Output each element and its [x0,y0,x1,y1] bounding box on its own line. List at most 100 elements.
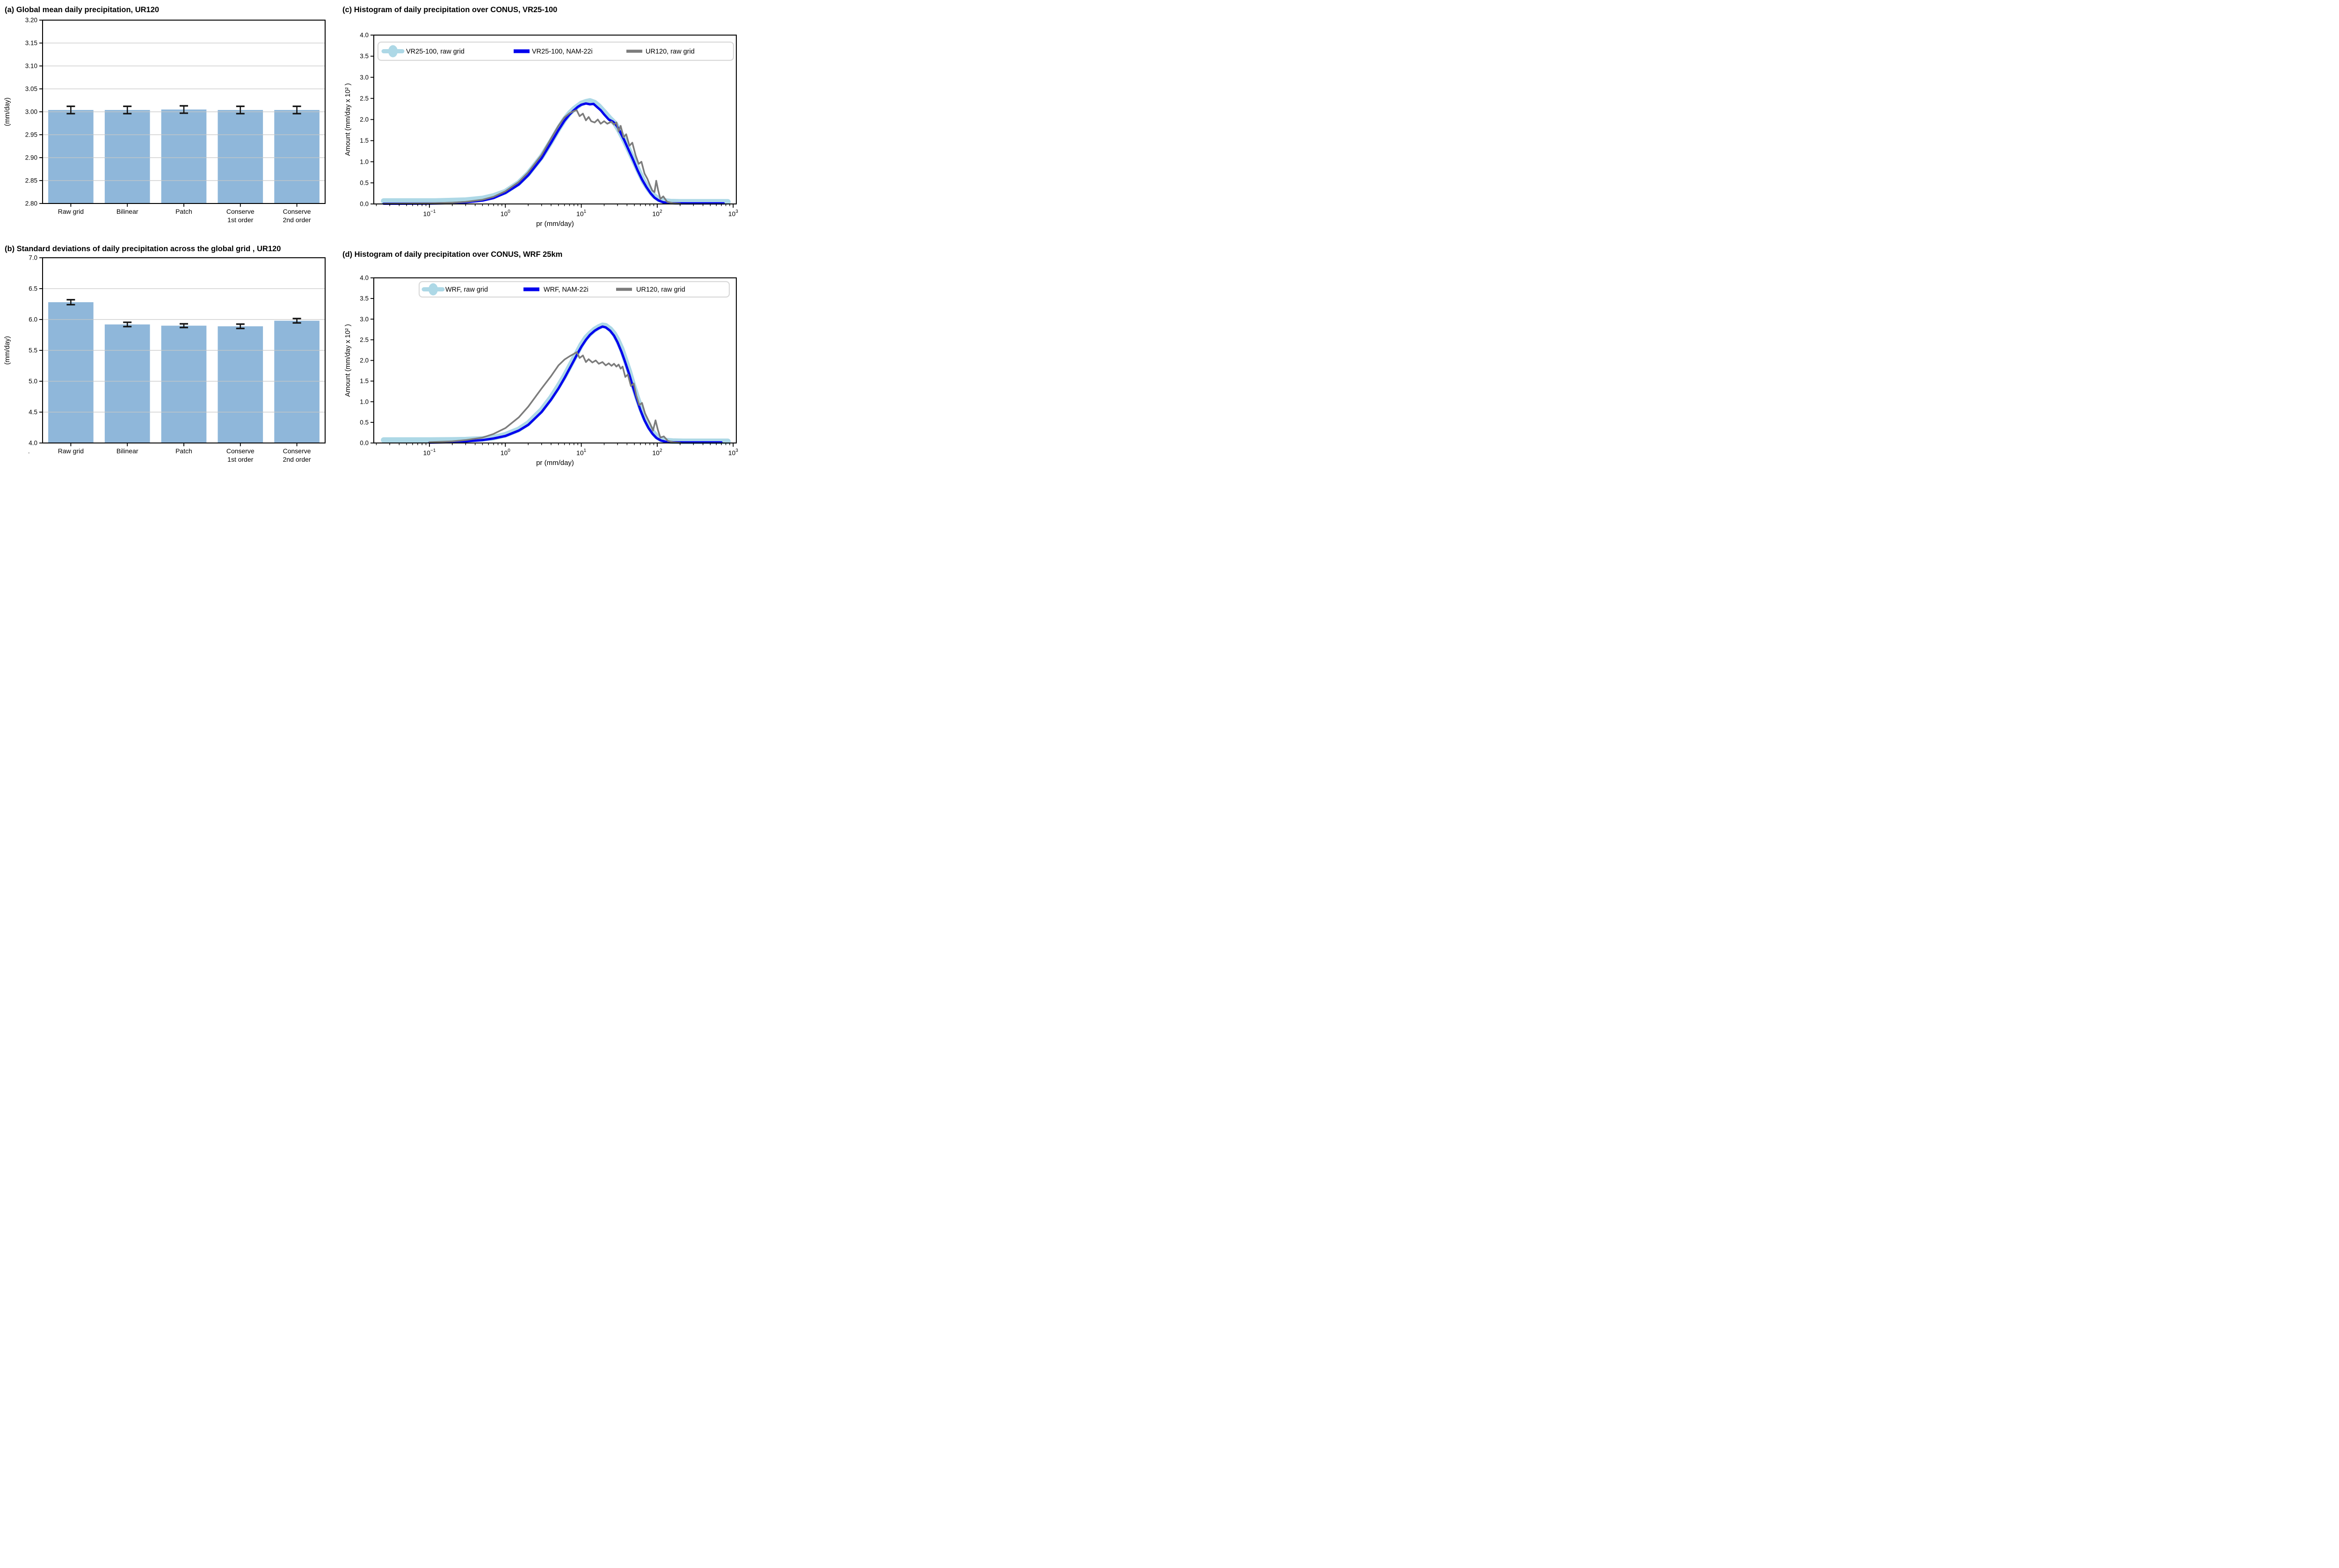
x-tick-label: 10−1 [423,209,436,218]
bar-patch [161,109,207,203]
x-tick-label: Conserve [283,447,311,455]
x-tick-label: Patch [175,447,192,455]
legend-item-vr25-100-raw-grid: VR25-100, raw grid [381,45,465,58]
y-tick-label: 3.00 [25,109,37,116]
y-tick-label: 6.5 [29,285,37,292]
y-tick-label: 4.0 [29,440,37,447]
y-tick-label: 5.0 [29,378,37,385]
series-wrf-nam-22i [428,325,723,444]
y-tick-label: 3.5 [360,53,369,60]
figure-four-panel-precipitation: (a) Global mean daily precipitation, UR1… [0,0,742,471]
y-tick-label: 2.0 [360,357,369,364]
x-tick-label: 102 [652,448,662,457]
bar-bilinear [104,110,150,203]
bar-patch [161,326,207,443]
y-tick-label: 2.95 [25,131,37,138]
x-tick-label: 100 [501,209,511,218]
x-tick-label: Raw grid [58,208,84,215]
x-tick-label: Conserve [226,447,254,455]
legend-marker-dot-icon [429,283,438,296]
x-tick-label: 103 [728,209,739,218]
y-tick-label: 4.0 [360,32,369,39]
y-tick-label: 7.0 [29,254,37,261]
x-tick-label: 100 [501,448,511,457]
y-tick-label: 3.15 [25,40,37,47]
series-ur120-raw-grid [429,351,681,444]
bar-raw-grid [48,110,94,203]
axes-box [373,277,737,443]
x-tick-label: Conserve [226,208,254,215]
panel-b-title: (b) Standard deviations of daily precipi… [5,245,281,253]
x-axis-label: pr (mm/day) [536,220,574,228]
x-tick-label: 2nd order [283,216,311,224]
legend-item-wrf-raw-grid: WRF, raw grid [421,283,488,296]
y-tick-label: 2.0 [360,116,369,123]
y-tick-label: 2.5 [360,336,369,343]
panel-d: (d) Histogram of daily precipitation ove… [342,250,738,467]
precipitation-figure-canvas: (a) Global mean daily precipitation, UR1… [4,6,738,467]
y-axis-label: (mm/day) [4,336,11,364]
x-axis-label: pr (mm/day) [536,459,574,467]
bar-conserve-1st-order [218,326,263,443]
y-tick-label: 0.0 [360,440,369,447]
series-vr25-100-raw-grid [381,98,731,205]
x-tick-label: Raw grid [58,447,84,455]
y-tick-label: 1.5 [360,377,369,385]
y-tick-label: 2.85 [25,177,37,184]
y-tick-label: 3.0 [360,74,369,81]
panel-c: (c) Histogram of daily precipitation ove… [342,6,738,228]
legend-item-wrf-nam-22i: WRF, NAM-22i [523,286,588,294]
panel-c-title: (c) Histogram of daily precipitation ove… [342,6,557,14]
y-tick-label: 6.0 [29,316,37,323]
y-tick-label: 0.5 [360,419,369,426]
y-tick-label: 3.0 [360,316,369,323]
y-tick-label: 2.5 [360,95,369,102]
y-tick-label: 1.5 [360,137,369,144]
legend-item-ur120-raw-grid: UR120, raw grid [626,48,695,56]
y-tick-label: 4.5 [29,409,37,416]
series-vr25-100-nam-22i [382,102,725,205]
bar-raw-grid [48,302,94,443]
bar-conserve-2nd-order [274,110,320,203]
y-tick-label: 2.80 [25,200,37,207]
series-wrf-raw-grid [381,322,731,444]
y-tick-label: 4.0 [360,275,369,282]
y-axis-label: (mm/day) [4,97,11,126]
y-tick-label: 0.0 [360,201,369,208]
x-tick-label: Bilinear [116,208,138,215]
legend: VR25-100, raw grid VR25-100, NAM-22i UR120… [377,41,734,61]
panel-b: (b) Standard deviations of daily precipi… [4,245,326,463]
y-tick-label: 5.5 [29,347,37,354]
x-tick-label: 1st order [227,216,254,224]
x-tick-label: Conserve [283,208,311,215]
legend-label: UR120, raw grid [646,48,695,56]
y-tick-label: 0.5 [360,179,369,186]
legend-item-ur120-raw-grid: UR120, raw grid [616,286,685,294]
legend-item-vr25-100-nam-22i: VR25-100, NAM-22i [514,48,593,56]
series-ur120-raw-grid [383,109,681,205]
y-tick-label: 2.90 [25,154,37,161]
legend-label: WRF, NAM-22i [544,286,588,294]
x-tick-label: 103 [728,448,739,457]
y-tick-label: 1.0 [360,158,369,165]
bar-conserve-2nd-order [274,320,320,443]
stray-dot: . [28,448,30,455]
legend-label: VR25-100, raw grid [406,48,465,56]
panel-d-title: (d) Histogram of daily precipitation ove… [342,250,562,259]
x-tick-label: 10−1 [423,448,436,457]
x-tick-label: 102 [652,209,662,218]
legend-label: WRF, raw grid [445,286,488,294]
legend-marker-dot-icon [388,45,398,58]
bar-bilinear [104,324,150,443]
y-tick-label: 3.10 [25,63,37,70]
x-tick-label: 1st order [227,456,254,463]
x-tick-label: 101 [576,209,587,218]
bar-conserve-1st-order [218,110,263,203]
y-axis-label: Amount (mm/day x 10² ) [344,324,352,397]
y-tick-label: 3.5 [360,295,369,302]
x-tick-label: 101 [576,448,587,457]
x-tick-label: Bilinear [116,447,138,455]
y-axis-label: Amount (mm/day x 10² ) [344,83,352,156]
y-tick-label: 3.20 [25,17,37,24]
panel-a-title: (a) Global mean daily precipitation, UR1… [5,6,159,14]
